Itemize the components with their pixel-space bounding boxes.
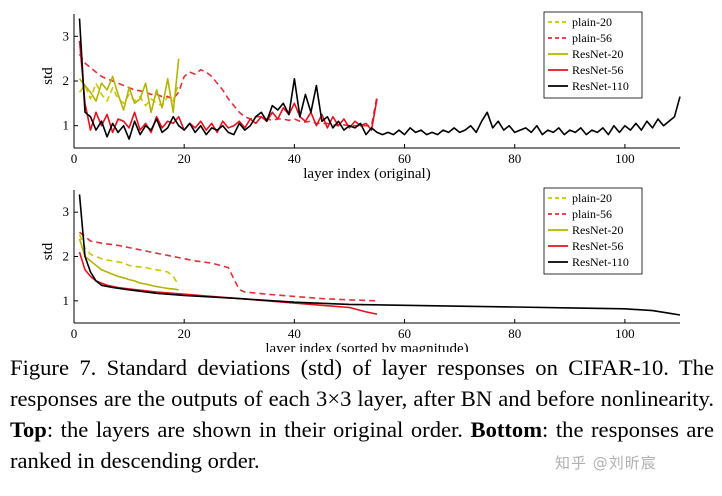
caption-suffix: : the responses are ranked in descending… — [10, 417, 714, 473]
x-tick-label: 0 — [71, 326, 78, 341]
y-tick-label: 3 — [63, 204, 70, 219]
y-tick-label: 1 — [63, 293, 70, 308]
series-line-resnet-20 — [78, 238, 179, 291]
x-tick-label: 40 — [288, 151, 301, 166]
x-tick-label: 40 — [288, 326, 301, 341]
caption-middle: : the layers are shown in their original… — [46, 417, 471, 442]
watermark-text: 知乎 @刘昕宸 — [555, 454, 657, 472]
series-line-plain-20 — [78, 233, 180, 286]
legend-label: ResNet-56 — [572, 239, 623, 253]
y-tick-label: 3 — [63, 28, 70, 43]
legend-label: plain-20 — [572, 15, 612, 29]
series-line-plain-56 — [78, 53, 378, 127]
chart-bottom: 0 20 40 60 80 100 1 2 3 layer index (sorted by ma… — [40, 187, 681, 352]
x-tick-label: 60 — [398, 151, 411, 166]
x-tick-label: 80 — [508, 326, 521, 341]
y-tick-label: 2 — [63, 249, 70, 264]
x-axis-label: layer index (original) — [303, 166, 430, 182]
legend: plain-20 plain-56 ResNet-20 ResNet-56 ResNet… — [543, 11, 643, 99]
legend-label: ResNet-110 — [572, 255, 629, 269]
series-line-resnet-56 — [78, 251, 378, 315]
legend-label: plain-56 — [572, 207, 612, 221]
caption-top-label: Top — [10, 417, 47, 442]
series-line-resnet-110 — [78, 194, 681, 316]
legend-label: plain-56 — [572, 31, 612, 45]
y-tick-label: 2 — [63, 73, 70, 88]
legend-label: plain-20 — [572, 191, 612, 205]
caption-prefix: Figure 7. Standard deviations (std) of l… — [10, 355, 714, 411]
x-tick-label: 100 — [615, 151, 635, 166]
legend-label: ResNet-56 — [572, 63, 623, 77]
chart-top: 0 20 40 60 80 100 1 2 3 layer index (original) std… — [40, 11, 681, 182]
series-line-resnet-20 — [78, 58, 180, 114]
x-tick-label: 20 — [178, 151, 191, 166]
legend-label: ResNet-20 — [572, 47, 623, 61]
legend-box — [543, 187, 643, 275]
series-line-resnet-56 — [78, 40, 378, 134]
legend-label: ResNet-20 — [572, 223, 623, 237]
caption-bottom-label: Bottom — [470, 417, 543, 442]
x-tick-label: 100 — [615, 326, 635, 341]
figure-caption: Figure 7. Standard deviations (std) of l… — [10, 352, 714, 476]
x-tick-label: 60 — [398, 326, 411, 341]
x-axis-label: layer index (sorted by magnitude) — [265, 341, 468, 352]
series-line-resnet-110 — [78, 18, 681, 140]
y-tick-label: 1 — [63, 118, 70, 133]
legend-box — [543, 11, 643, 99]
x-tick-label: 0 — [71, 151, 78, 166]
series-line-plain-56 — [78, 231, 378, 302]
y-axis-label: std — [40, 67, 56, 85]
x-tick-label: 80 — [508, 151, 521, 166]
legend: plain-20 plain-56 ResNet-20 ResNet-56 ResNet… — [543, 187, 643, 275]
y-axis-label: std — [40, 242, 56, 260]
x-tick-label: 20 — [178, 326, 191, 341]
legend-label: ResNet-110 — [572, 79, 629, 93]
